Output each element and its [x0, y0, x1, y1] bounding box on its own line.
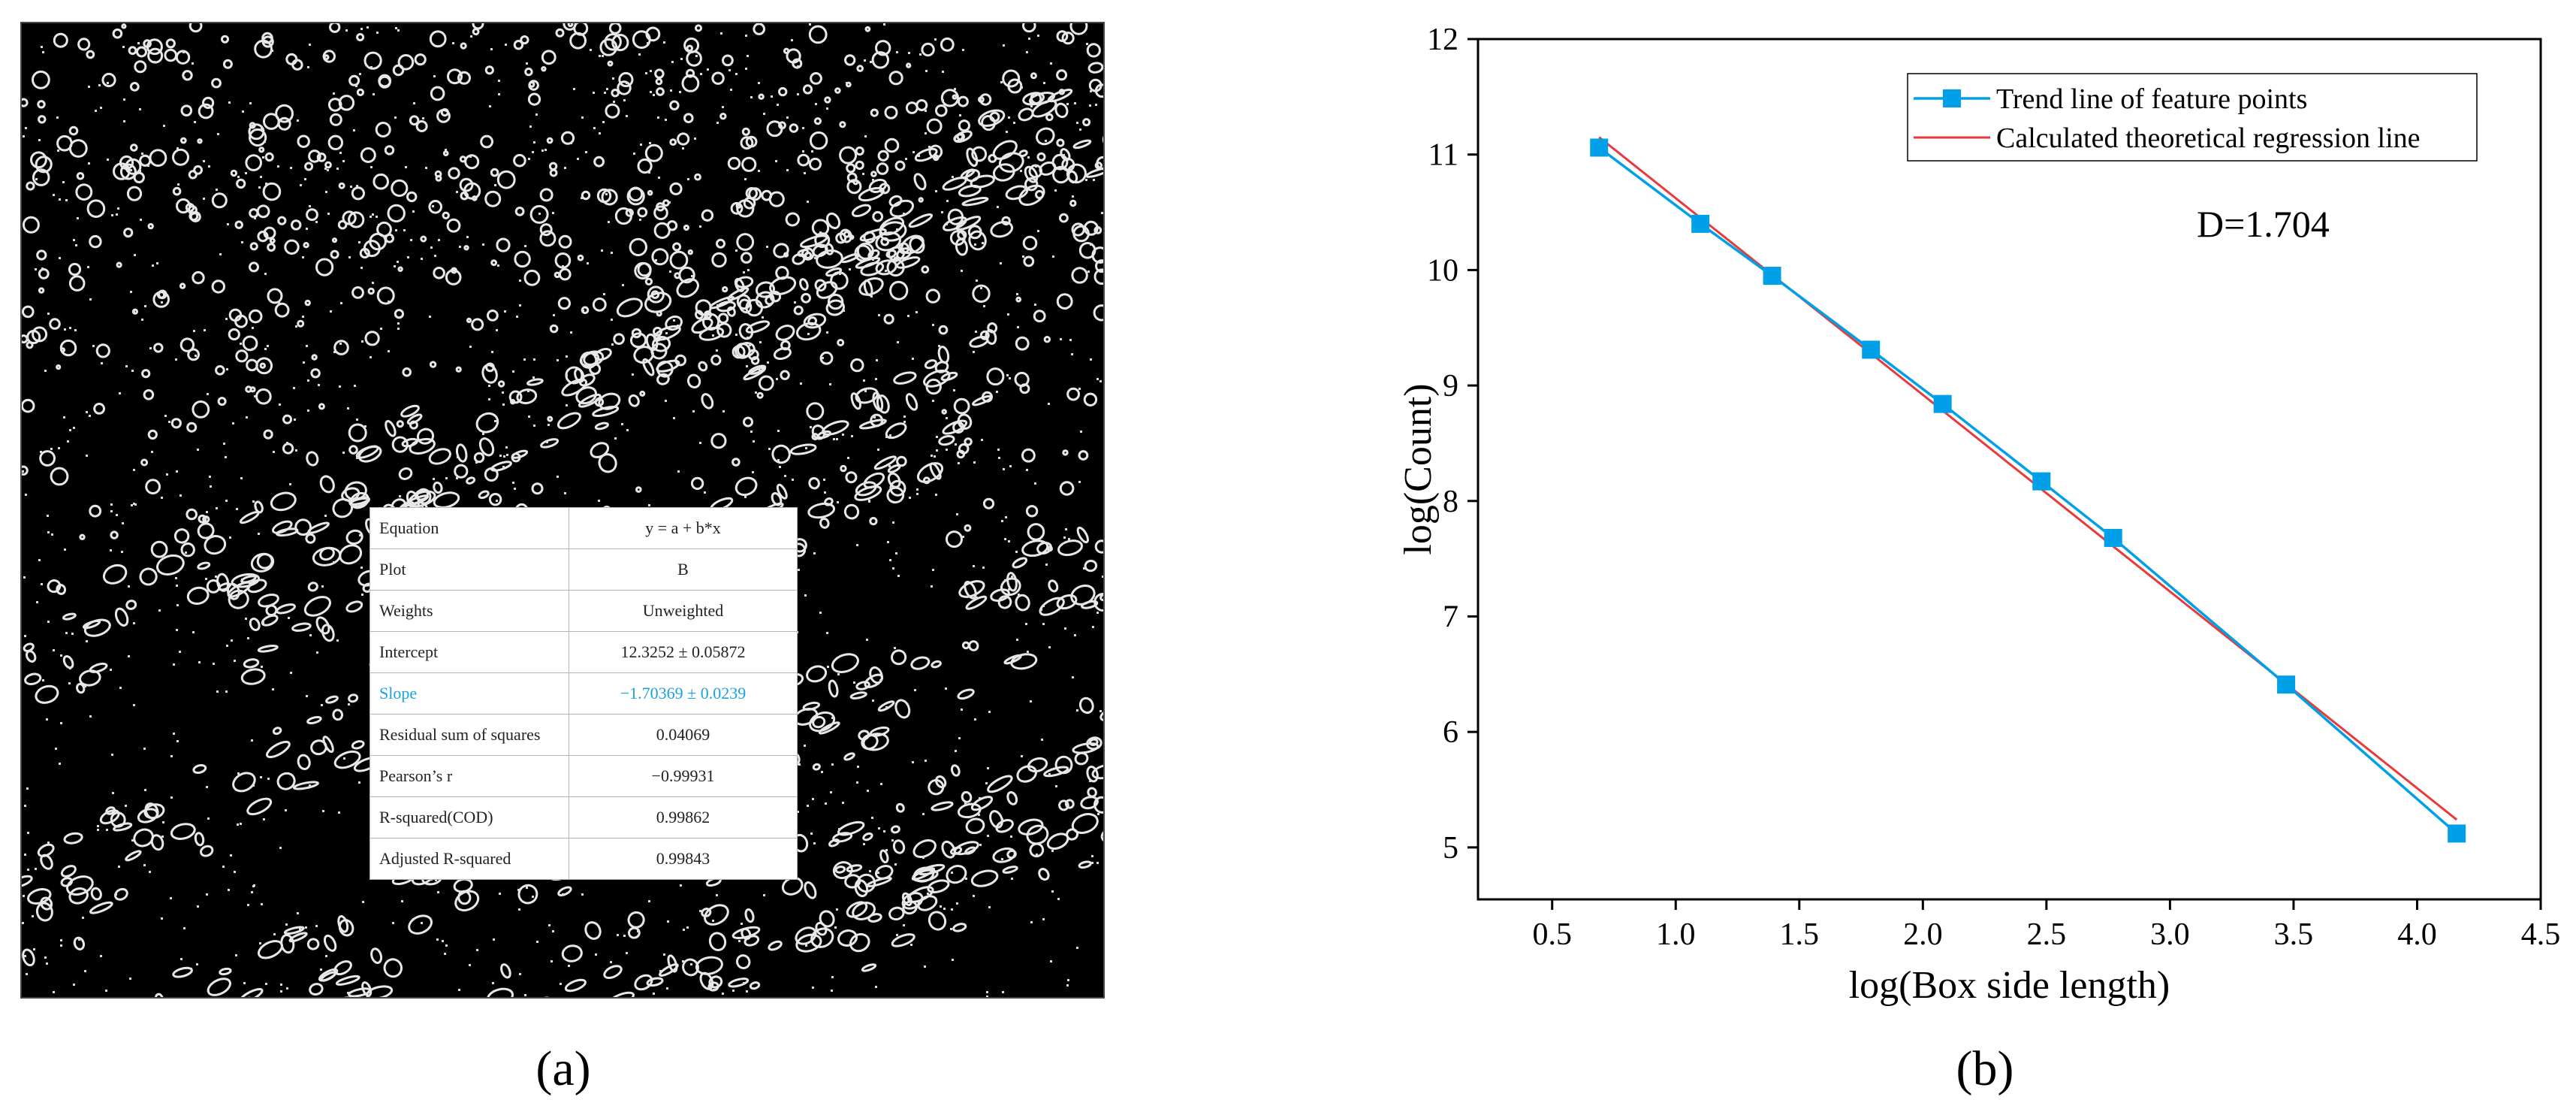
- legend-box: [1907, 73, 2478, 162]
- x-tick-label: 4.0: [2397, 917, 2437, 952]
- stats-row: Pearson’s r −0.99931: [370, 755, 798, 797]
- y-tick-label: 9: [1443, 369, 1458, 403]
- stats-value: B: [569, 548, 798, 591]
- trend-point-marker: [2032, 472, 2051, 491]
- x-axis-title: log(Box side length): [1849, 964, 2170, 1007]
- x-tick-label: 2.5: [2027, 917, 2067, 952]
- stats-value: 0.04069: [569, 714, 798, 756]
- trend-point-marker: [2104, 528, 2122, 547]
- edge-image: [22, 23, 1103, 997]
- trend-line: [1598, 147, 2458, 835]
- y-tick-label: 11: [1428, 138, 1458, 173]
- stats-label: Pearson’s r: [370, 755, 569, 797]
- trend-point-marker: [1590, 138, 1609, 157]
- stats-row: Residual sum of squares 0.04069: [370, 714, 798, 756]
- stats-label: Weights: [370, 590, 569, 632]
- stats-row: Equation y = a + b*x: [370, 507, 798, 549]
- x-tick-label: 2.0: [1903, 917, 1943, 952]
- y-tick-label: 10: [1427, 253, 1458, 288]
- trend-point-marker: [1691, 214, 1710, 233]
- legend: Trend line of feature points Calculated t…: [1907, 73, 2478, 162]
- regression-stats-table: Equation y = a + b*x Plot B Weights Unweighte…: [370, 507, 798, 880]
- y-tick-label: 5: [1443, 831, 1458, 866]
- x-tick-label: 3.5: [2274, 917, 2314, 952]
- stats-label: Intercept: [370, 631, 569, 673]
- trend-point-marker: [1763, 267, 1781, 286]
- trend-point-marker: [1933, 394, 1952, 413]
- trend-point-marker: [1862, 340, 1881, 359]
- trend-point-marker: [2277, 675, 2296, 694]
- stats-label: R-squared(COD): [370, 796, 569, 838]
- y-tick-label: 6: [1443, 715, 1458, 750]
- y-tick-label: 8: [1443, 485, 1458, 519]
- stats-row: R-squared(COD) 0.99862: [370, 796, 798, 838]
- stats-row: Weights Unweighted: [370, 590, 798, 632]
- legend-label-regression: Calculated theoretical regression line: [1996, 122, 2421, 154]
- x-tick-label: 1.0: [1656, 917, 1696, 952]
- y-tick-label: 12: [1427, 23, 1458, 57]
- stats-value: 0.99843: [569, 838, 798, 880]
- y-axis-title: log(Count): [1397, 383, 1440, 554]
- panel-b-label: (b): [1956, 1041, 2014, 1096]
- x-tick-label: 4.5: [2521, 917, 2561, 952]
- stats-label: Residual sum of squares: [370, 714, 569, 756]
- stats-value: −1.70369 ± 0.0239: [569, 672, 798, 715]
- stats-row: Intercept 12.3252 ± 0.05872: [370, 631, 798, 673]
- stats-label: Adjusted R-squared: [370, 838, 569, 880]
- y-tick-label: 7: [1443, 600, 1458, 634]
- stats-value: −0.99931: [569, 755, 798, 797]
- stats-value: 12.3252 ± 0.05872: [569, 631, 798, 673]
- x-tick-label: 3.0: [2150, 917, 2190, 952]
- legend-trend-marker: [1943, 89, 1961, 107]
- stats-row: Adjusted R-squared 0.99843: [370, 838, 798, 880]
- stats-row: Slope −1.70369 ± 0.0239: [370, 672, 798, 715]
- regression-line: [1598, 136, 2458, 821]
- stats-row: Plot B: [370, 548, 798, 591]
- stats-label: Plot: [370, 548, 569, 591]
- fractal-dimension-annotation: D=1.704: [2197, 203, 2330, 245]
- stats-value: 0.99862: [569, 796, 798, 838]
- edge-texture: [22, 23, 1103, 997]
- stats-value: y = a + b*x: [569, 507, 798, 549]
- panel-a-label: (a): [535, 1041, 591, 1096]
- trend-point-marker: [2448, 824, 2466, 843]
- stats-value: Unweighted: [569, 590, 798, 632]
- x-tick-label: 1.5: [1780, 917, 1820, 952]
- plot-frame: [1477, 38, 2542, 901]
- x-tick-label: 0.5: [1532, 917, 1572, 952]
- stats-label: Slope: [370, 672, 569, 715]
- legend-label-trend: Trend line of feature points: [1996, 83, 2307, 115]
- stats-label: Equation: [370, 507, 569, 549]
